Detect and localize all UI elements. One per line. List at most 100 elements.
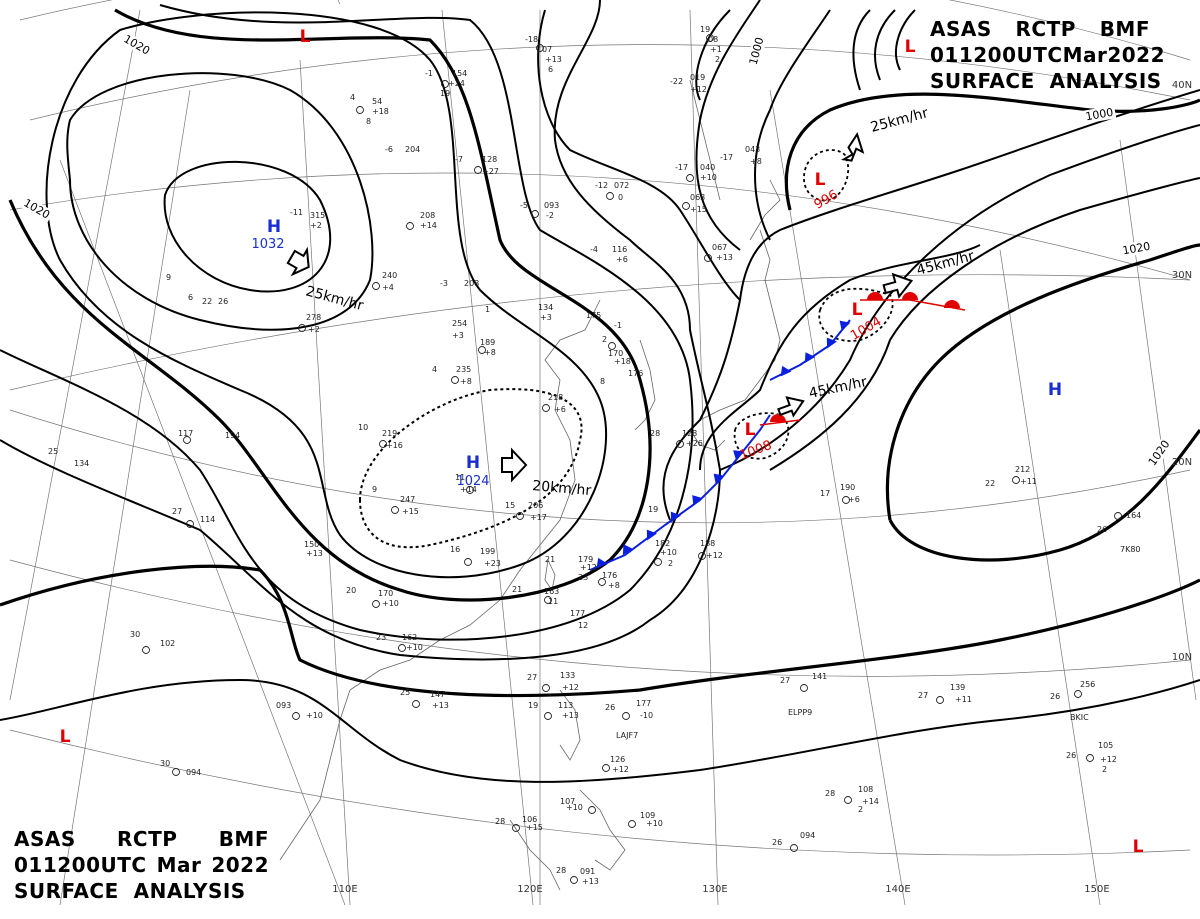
meridian-line xyxy=(1119,139,1197,701)
station-value: -17 xyxy=(675,163,688,172)
station-value: 20 xyxy=(346,586,356,595)
motion-arrow-icon xyxy=(286,246,310,277)
station-value: +10 xyxy=(306,711,323,720)
station-value: 189 xyxy=(480,338,495,347)
station-value: 26 xyxy=(1097,525,1107,534)
station-value: 176 xyxy=(628,369,643,378)
warm-front-semicircle xyxy=(902,292,918,300)
title-line-2: 011200UTC Mar 2022 xyxy=(14,852,269,878)
station-value: 21 xyxy=(512,585,522,594)
station-value: +3 xyxy=(452,331,464,340)
station-marker xyxy=(704,254,712,262)
station-marker xyxy=(372,600,380,608)
station-marker xyxy=(570,876,578,884)
korea-coast xyxy=(634,339,656,431)
isobar xyxy=(0,0,722,661)
title-code: BMF xyxy=(1099,17,1150,41)
station-value: +15 xyxy=(690,205,707,214)
station-value: +14 xyxy=(460,485,477,494)
station-value: 212 xyxy=(1015,465,1030,474)
isobar xyxy=(695,9,731,101)
station-value: 105 xyxy=(1098,741,1113,750)
station-value: -1 xyxy=(614,321,622,330)
station-value: 093 xyxy=(544,201,559,210)
meridian-line xyxy=(59,89,191,906)
low-pressure-symbol: L xyxy=(300,27,311,47)
isobar-label-bg xyxy=(746,33,768,69)
station-marker xyxy=(298,324,306,332)
station-value: 218 xyxy=(548,393,563,402)
station-marker xyxy=(676,440,684,448)
parallel-line xyxy=(9,409,1191,524)
station-value: 25 xyxy=(48,447,58,456)
station-value: -11 xyxy=(290,208,303,217)
meridian-line xyxy=(769,89,906,906)
station-value: -1 xyxy=(425,69,433,78)
station-value: 254 xyxy=(452,319,467,328)
station-value: 10 xyxy=(358,423,368,432)
title-product: SURFACE ANALYSIS xyxy=(14,879,246,903)
station-value: -7 xyxy=(455,155,463,164)
station-value: 6 xyxy=(548,65,553,74)
station-value: +10 xyxy=(660,548,677,557)
station-marker xyxy=(531,210,539,218)
isobar-label-bg xyxy=(1082,105,1117,124)
station-marker xyxy=(441,80,449,88)
station-value: 26 xyxy=(772,838,782,847)
parallel-line xyxy=(9,559,1191,677)
title-time: 011200UTC xyxy=(930,43,1063,67)
cold-front-triangle xyxy=(713,473,725,485)
station-marker xyxy=(706,34,714,42)
station-value: 094 xyxy=(800,831,815,840)
meridian-line xyxy=(999,249,1101,906)
station-value: 219 xyxy=(382,429,397,438)
station-value: 8 xyxy=(366,117,371,126)
station-value: +6 xyxy=(616,255,628,264)
station-value: +4 xyxy=(382,283,394,292)
station-value: 106 xyxy=(522,815,537,824)
station-value: +12 xyxy=(562,683,579,692)
station-marker xyxy=(406,222,414,230)
station-value: 0 xyxy=(618,193,623,202)
longitude-label: 150E xyxy=(1084,884,1109,895)
cold-front-triangle xyxy=(622,544,634,555)
station-value: 22 xyxy=(985,479,995,488)
station-value: +15 xyxy=(402,507,419,516)
station-value: 067 xyxy=(712,243,727,252)
station-value: BKIC xyxy=(1070,713,1089,722)
motion-arrow-icon xyxy=(777,396,805,418)
meridian-line xyxy=(59,0,346,906)
station-value: 27 xyxy=(172,507,182,516)
station-value: +17 xyxy=(530,513,547,522)
motion-arrow-icon xyxy=(882,272,914,299)
station-value: 23 xyxy=(376,633,386,642)
isobar-1000 xyxy=(784,92,1200,211)
chart-title-top: ASAS RCTP BMF 011200UTC Mar 2022 SURFACE… xyxy=(930,16,1165,94)
latitude-label: 40N xyxy=(1172,80,1192,91)
station-value: 4 xyxy=(350,93,355,102)
station-value: 30 xyxy=(130,630,140,639)
title-product: SURFACE ANALYSIS xyxy=(930,69,1162,93)
station-marker xyxy=(698,552,706,560)
station-value: 208 xyxy=(420,211,435,220)
station-value: 7K80 xyxy=(1120,545,1141,554)
isobar xyxy=(699,244,981,471)
station-value: +12 xyxy=(706,551,723,560)
station-value: 27 xyxy=(780,676,790,685)
station-value: 9 xyxy=(166,273,171,282)
station-value: +8 xyxy=(460,377,472,386)
isobar-label: 1020 xyxy=(1121,240,1151,258)
station-value: 256 xyxy=(1080,680,1095,689)
station-value: +13 xyxy=(432,701,449,710)
motion-speed-label: 45km/hr xyxy=(915,248,976,279)
station-value: +23 xyxy=(484,559,501,568)
station-value: +26 xyxy=(686,439,703,448)
pressure-value: 1008 xyxy=(738,438,774,463)
station-value: 141 xyxy=(812,672,827,681)
station-value: -17 xyxy=(720,153,733,162)
station-value: +12 xyxy=(690,85,707,94)
station-value: 2 xyxy=(668,559,673,568)
station-value: 134 xyxy=(74,459,89,468)
longitude-label: 110E xyxy=(332,884,357,895)
